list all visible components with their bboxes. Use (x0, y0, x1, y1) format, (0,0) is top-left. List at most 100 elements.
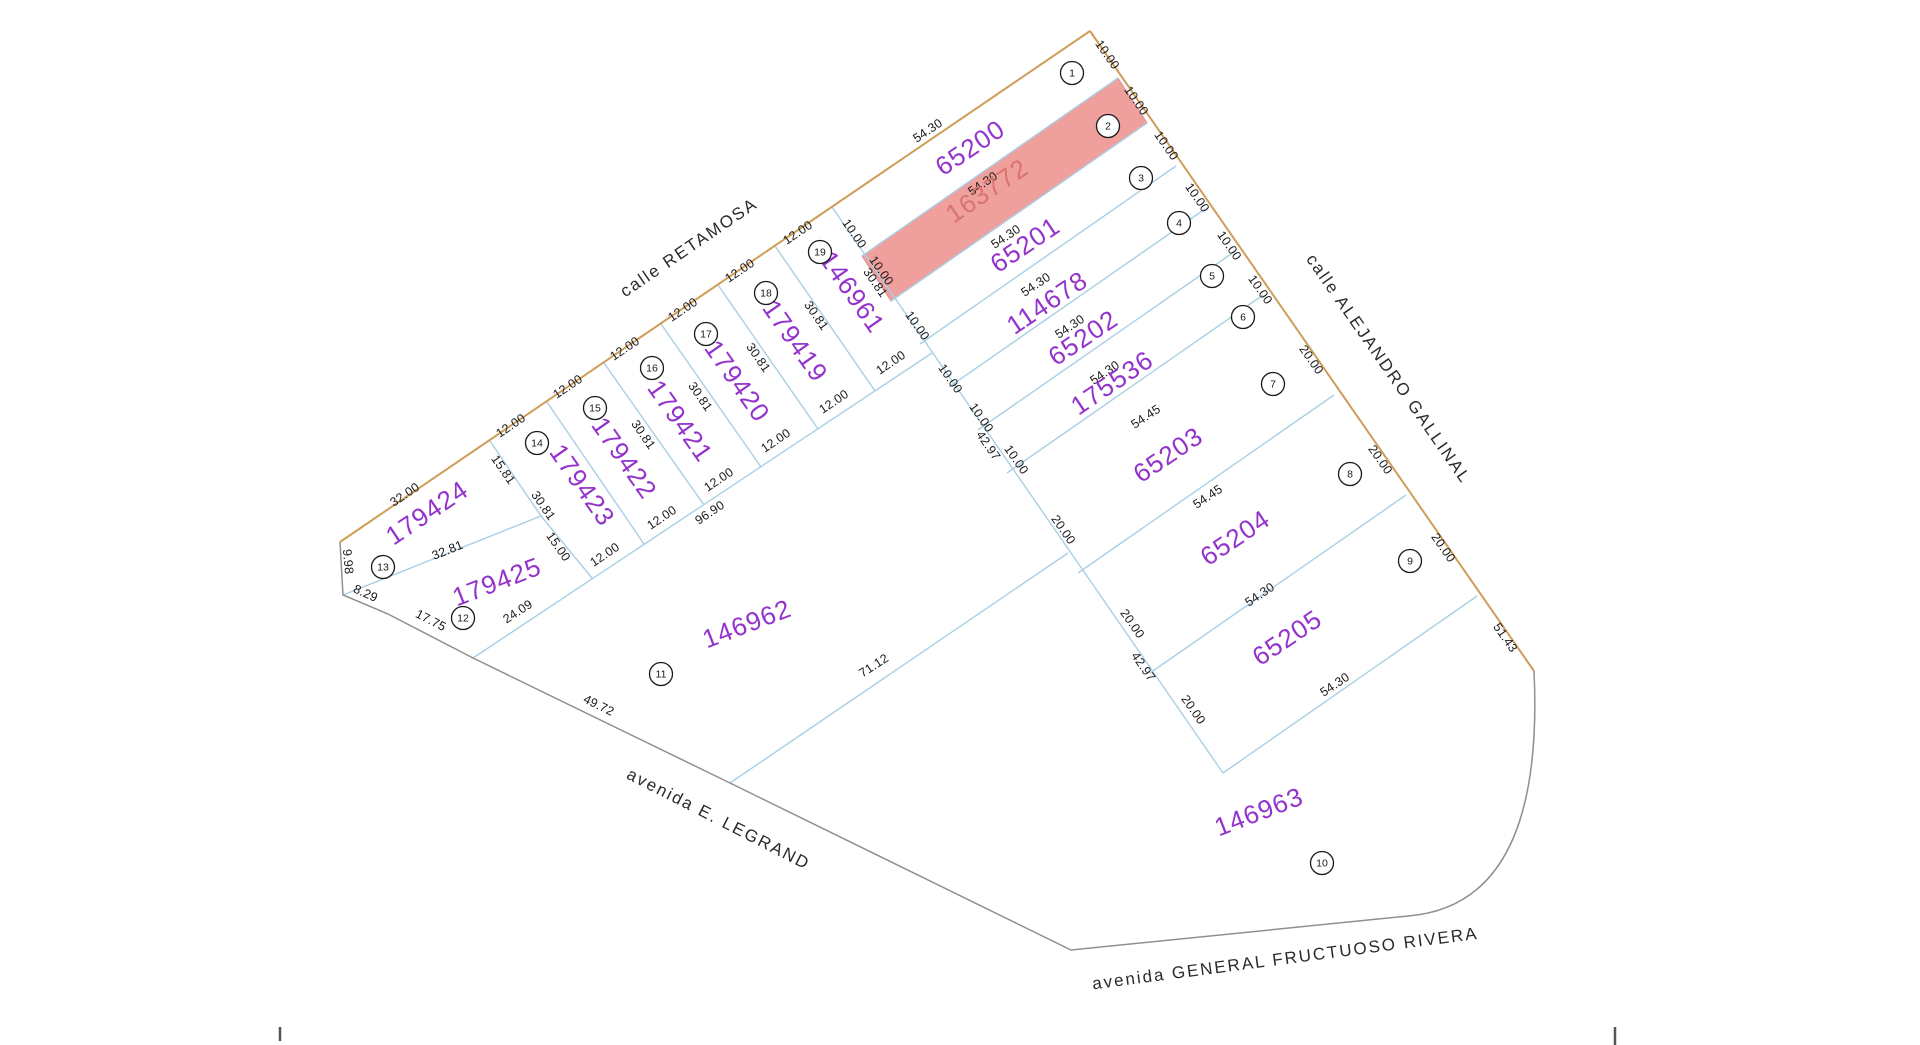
dimension-label: 32.81 (430, 538, 465, 563)
lot-marker-number: 10 (1316, 858, 1328, 870)
dimension-label: 54.45 (1190, 482, 1225, 512)
lot-marker: 8 (1337, 461, 1363, 487)
parcel-number-label: 146962 (698, 593, 795, 654)
parcel-number-label: 65203 (1128, 420, 1209, 488)
parcel-number-label: 65204 (1195, 503, 1276, 571)
dimension-label: 12.00 (607, 334, 642, 364)
lot-marker: 15 (582, 395, 608, 421)
lot-marker: 19 (807, 239, 833, 265)
dimension-label: 12.00 (587, 540, 622, 570)
street-name-label: avenida GENERAL FRUCTUOSO RIVERA (1091, 924, 1479, 994)
parcel-line (1006, 294, 1264, 474)
dimension-label: 10.00 (902, 308, 932, 342)
street-name-label: calle ALEJANDRO GALLINAL (1302, 251, 1474, 487)
parcel-line (546, 401, 645, 545)
parcel-line (472, 352, 933, 659)
parcel-number-label: 179419 (756, 294, 834, 387)
parcel-line (948, 208, 1206, 388)
dimension-label: 10.00 (1245, 272, 1275, 306)
dimension-label: 49.72 (581, 692, 616, 719)
parcel-line (540, 515, 593, 579)
parcel-line (729, 552, 1069, 784)
dimension-label: 20.00 (1048, 512, 1078, 546)
lot-marker: 16 (639, 355, 665, 381)
lot-marker: 11 (648, 661, 674, 687)
lot-marker-circle (1128, 165, 1154, 191)
dimension-label: 42.97 (1128, 649, 1158, 683)
lot-marker: 10 (1309, 850, 1335, 876)
lot-marker: 3 (1128, 165, 1154, 191)
boundary-layer (339, 541, 1536, 951)
lot-marker-circle (370, 554, 396, 580)
lot-marker-number: 18 (760, 288, 772, 300)
dimension-label: 15.81 (488, 452, 518, 486)
lot-marker-number: 5 (1209, 271, 1215, 283)
lot-marker-number: 13 (377, 562, 389, 574)
lot-marker: 18 (753, 280, 779, 306)
street-lines-layer (339, 30, 1535, 672)
tick-marks-layer (278, 1027, 1617, 1045)
lot-marker-circle (450, 605, 476, 631)
dimension-label: 12.00 (701, 465, 736, 495)
lot-marker-number: 15 (589, 403, 601, 415)
dimension-label: 15.00 (543, 529, 573, 563)
lot-marker-circle (1397, 548, 1423, 574)
dimension-label: 12.00 (758, 426, 793, 456)
parcel-line (861, 77, 1119, 257)
dimension-label: 20.00 (1428, 530, 1458, 564)
dimension-label: 12.00 (550, 372, 585, 402)
lot-marker: 5 (1199, 263, 1225, 289)
lot-marker: 7 (1260, 371, 1286, 397)
parcel-number-label: 65205 (1247, 603, 1328, 671)
parcel-line (1149, 494, 1407, 674)
lot-marker-number: 16 (646, 363, 658, 375)
lot-marker-number: 8 (1347, 469, 1353, 481)
dimension-label: 12.00 (644, 503, 679, 533)
parcel-number-label: 179420 (698, 334, 776, 427)
dimension-label: 20.00 (1117, 606, 1147, 640)
lot-marker-number: 12 (457, 613, 469, 625)
parcel-line (1222, 595, 1478, 774)
parcel-line (831, 206, 1224, 774)
calle-retamosa-line (339, 30, 1091, 543)
parcel-lines-layer (342, 77, 1478, 784)
lot-marker: 1 (1059, 60, 1085, 86)
lot-marker-number: 17 (700, 329, 712, 341)
lot-marker-circle (639, 355, 665, 381)
dimension-label: 54.30 (1242, 580, 1277, 610)
block-boundary-line (339, 541, 1536, 951)
dimension-label: 71.12 (856, 651, 891, 680)
lot-marker: 6 (1230, 304, 1256, 330)
lot-marker-circle (1059, 60, 1085, 86)
dimension-label: 20.00 (1178, 692, 1208, 726)
parcel-line (603, 362, 705, 506)
parcel-line (774, 245, 876, 392)
street-name-label: avenida E. LEGRAND (624, 764, 814, 873)
lot-marker-circle (1337, 461, 1363, 487)
lot-marker-number: 6 (1240, 312, 1246, 324)
parcel-line (489, 440, 542, 517)
dimension-label: 10.00 (839, 216, 869, 250)
dimension-label: 12.00 (780, 218, 815, 248)
lot-marker: 14 (524, 430, 550, 456)
parcel-line (717, 284, 819, 430)
dimension-label: 20.00 (1365, 442, 1395, 476)
lot-marker: 2 (1095, 113, 1121, 139)
dimension-label: 42.97 (973, 428, 1003, 462)
dimension-label: 24.09 (500, 597, 535, 626)
lot-marker-circle (1260, 371, 1286, 397)
dimension-label: 9.98 (340, 549, 356, 575)
lot-marker-circle (693, 321, 719, 347)
lot-marker-number: 2 (1105, 121, 1111, 133)
lot-marker-circle (524, 430, 550, 456)
calle-gallinal-line (1089, 30, 1535, 672)
dimension-label: 54.45 (1128, 402, 1163, 432)
parcel-line (342, 515, 542, 596)
lot-marker-number: 1 (1069, 68, 1075, 80)
parcel-number-label: 146963 (1210, 781, 1307, 842)
lot-marker-circle (1166, 210, 1192, 236)
lot-marker-circle (1095, 113, 1121, 139)
dimension-label: 10.00 (1092, 37, 1122, 71)
parcel-line (919, 165, 1177, 345)
